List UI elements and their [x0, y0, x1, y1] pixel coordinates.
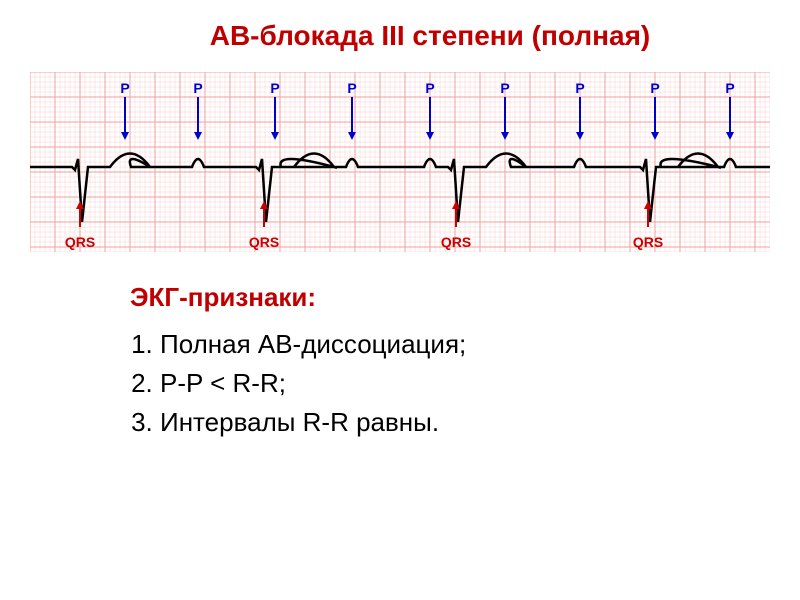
findings-item: P-P < R-R;: [160, 364, 770, 403]
p-arrow-icon: [424, 97, 436, 140]
page-title: АВ-блокада III степени (полная): [90, 20, 770, 52]
p-wave-label: P: [650, 80, 659, 96]
qrs-label: QRS: [65, 234, 95, 250]
findings-item: Интервалы R-R равны.: [160, 403, 770, 442]
p-arrow-icon: [346, 97, 358, 140]
qrs-arrow-icon: [642, 201, 654, 227]
p-arrow-icon: [574, 97, 586, 140]
p-arrow-icon: [724, 97, 736, 140]
p-arrow-icon: [192, 97, 204, 140]
p-wave-label: P: [575, 80, 584, 96]
findings-list: Полная АВ-диссоциация;P-P < R-R;Интервал…: [160, 325, 770, 442]
p-arrow-icon: [119, 97, 131, 140]
p-arrow-icon: [649, 97, 661, 140]
qrs-arrow-icon: [450, 201, 462, 227]
qrs-label: QRS: [633, 234, 663, 250]
findings-title: ЭКГ-признаки:: [130, 282, 770, 313]
qrs-arrow-icon: [74, 201, 86, 227]
p-arrow-icon: [269, 97, 281, 140]
p-arrow-icon: [499, 97, 511, 140]
p-wave-label: P: [725, 80, 734, 96]
findings-item: Полная АВ-диссоциация;: [160, 325, 770, 364]
qrs-label: QRS: [441, 234, 471, 250]
findings-section: ЭКГ-признаки: Полная АВ-диссоциация;P-P …: [130, 282, 770, 442]
p-wave-label: P: [270, 80, 279, 96]
ecg-strip: P P P P P P P P P QRS QRS QRS QRS: [30, 72, 770, 252]
qrs-label: QRS: [249, 234, 279, 250]
p-wave-label: P: [120, 80, 129, 96]
p-wave-label: P: [425, 80, 434, 96]
p-wave-label: P: [193, 80, 202, 96]
p-wave-label: P: [500, 80, 509, 96]
p-wave-label: P: [347, 80, 356, 96]
qrs-arrow-icon: [258, 201, 270, 227]
